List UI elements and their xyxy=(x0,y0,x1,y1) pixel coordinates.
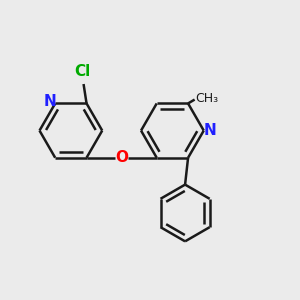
Text: N: N xyxy=(44,94,56,109)
Text: N: N xyxy=(204,123,217,138)
Text: Cl: Cl xyxy=(74,64,90,79)
Text: O: O xyxy=(115,150,128,165)
Text: CH₃: CH₃ xyxy=(196,92,219,105)
